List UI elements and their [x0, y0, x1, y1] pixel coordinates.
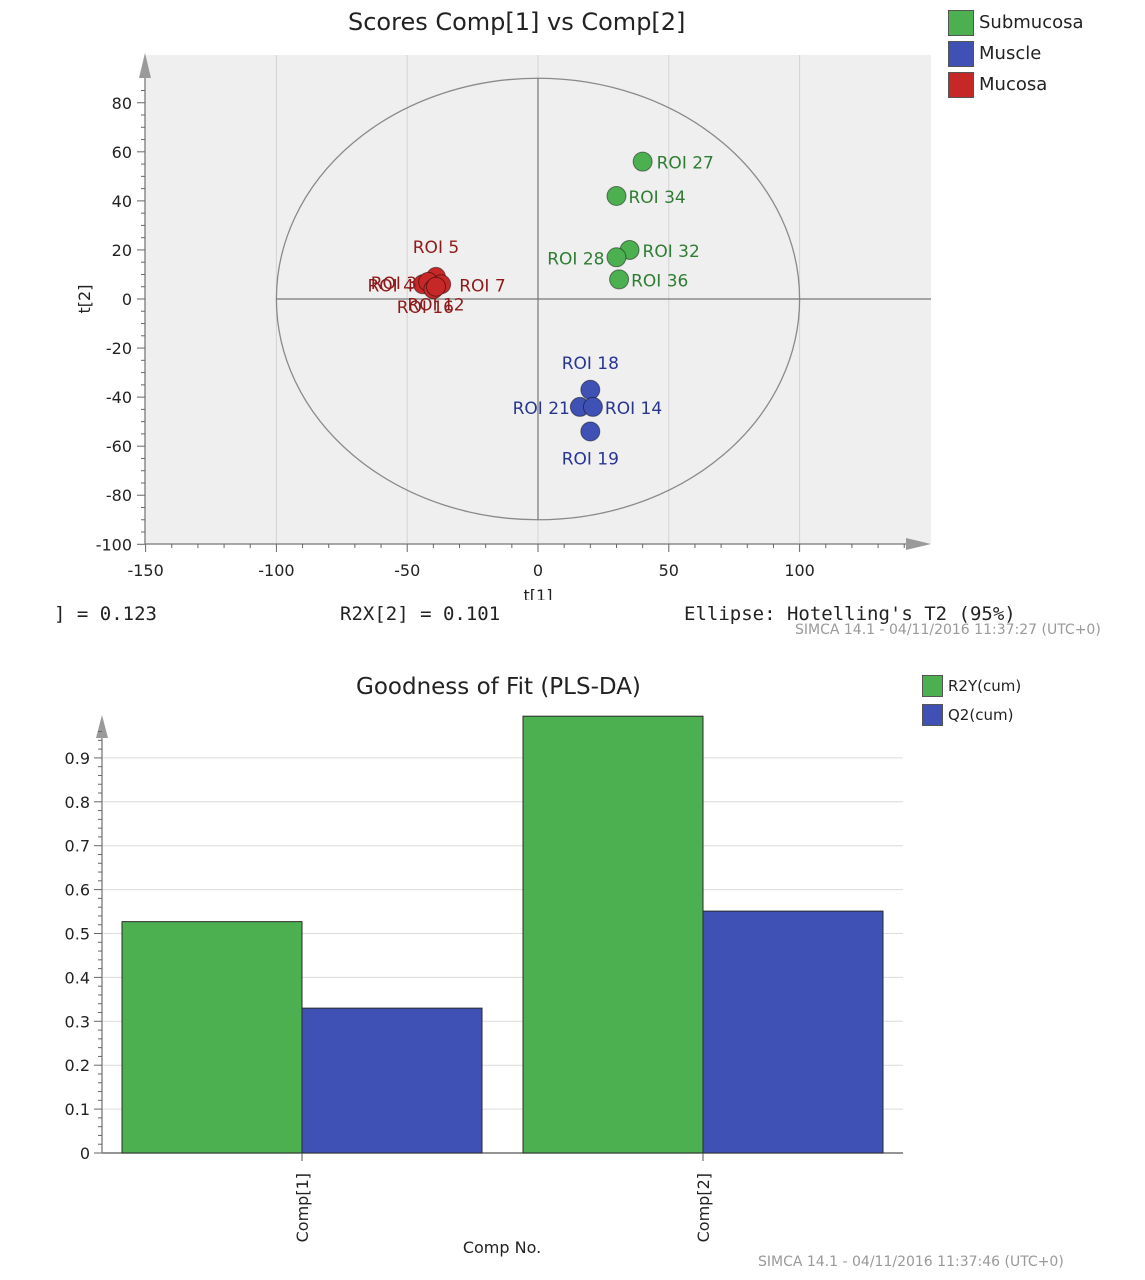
legend-label: R2Y(cum): [948, 676, 1022, 695]
legend-swatch-muscle: [948, 40, 974, 67]
legend-item-muscle[interactable]: Muscle: [948, 38, 1084, 69]
x-tick-label: -100: [258, 561, 294, 580]
y-tick-label: 0.2: [65, 1056, 90, 1075]
y-axis-arrow: [139, 53, 151, 78]
y-tick-label: 80: [112, 94, 132, 113]
x-axis-label: t[1]: [524, 586, 553, 600]
point-label: ROI 36: [631, 271, 688, 291]
legend-swatch-mucosa: [948, 71, 974, 98]
legend-label: Q2(cum): [948, 705, 1014, 724]
y-tick-label: 0.3: [65, 1012, 90, 1031]
stat-ellipse: Ellipse: Hotelling's T2 (95%): [684, 603, 1016, 625]
point-label: ROI 19: [562, 449, 619, 469]
y-tick-label: 0.6: [65, 881, 90, 900]
gof-chart-title: Goodness of Fit (PLS-DA): [356, 674, 641, 700]
y-tick-label: 60: [112, 143, 132, 162]
x-tick-label: Comp[2]: [694, 1173, 713, 1242]
data-point: [606, 185, 627, 206]
stat-r2x2: R2X[2] = 0.101: [340, 603, 501, 625]
gof-legend: R2Y(cum) Q2(cum): [922, 671, 1021, 729]
gof-plot: 0 0.1 0.2 0.3 0.4 0.5 0.6 0.7 0.8 0.9 Comp[1] Comp[…: [65, 715, 903, 1257]
y-tick-label: 0.1: [65, 1100, 90, 1119]
x-tick-label: -150: [127, 561, 163, 580]
y-tick-label: -40: [106, 388, 132, 407]
y-tick-label: 0.4: [65, 968, 90, 987]
point-label: ROI 28: [547, 249, 604, 269]
point-label: ROI 4: [367, 276, 413, 296]
y-tick-label: -100: [96, 535, 132, 554]
x-tick-label: 100: [784, 561, 815, 580]
point-label: ROI 14: [605, 399, 662, 419]
y-tick-label: 0.7: [65, 837, 90, 856]
data-point: [582, 396, 603, 417]
point-label: ROI 3: [371, 274, 417, 294]
gof-timestamp: SIMCA 14.1 - 04/11/2016 11:37:46 (UTC+0): [758, 1254, 1064, 1270]
data-point: [580, 379, 601, 400]
point-label: ROI 5: [413, 238, 459, 258]
y-tick-label: 0: [80, 1144, 90, 1163]
point-label: ROI 34: [628, 188, 685, 208]
data-point: [425, 276, 446, 297]
point-label: ROI 27: [657, 154, 714, 174]
data-point: [609, 269, 630, 290]
y-tick-label: 40: [112, 192, 132, 211]
bar: [522, 715, 704, 1154]
point-label: ROI 16: [397, 298, 454, 318]
bar: [702, 910, 884, 1154]
y-tick-label: 0: [122, 290, 132, 309]
x-axis-arrow: [906, 538, 931, 550]
data-point: [632, 151, 653, 172]
y-tick-label: 0.9: [65, 749, 90, 768]
y-tick-label: -80: [106, 486, 132, 505]
y-tick-label: -60: [106, 437, 132, 456]
x-tick-label: -50: [394, 561, 420, 580]
scores-plot: 80 60 40 20 0 -20 -40 -60 -80 -100 -150 -100 -50 0 50 1…: [75, 53, 931, 600]
x-tick-label: 50: [659, 561, 679, 580]
x-tick-label: 0: [533, 561, 543, 580]
point-label: ROI 32: [643, 242, 700, 262]
legend-item-r2y[interactable]: R2Y(cum): [922, 671, 1021, 700]
scores-chart-title: Scores Comp[1] vs Comp[2]: [348, 8, 686, 36]
legend-item-mucosa[interactable]: Mucosa: [948, 69, 1084, 100]
legend-swatch-submucosa: [948, 9, 974, 36]
scores-legend: Submucosa Muscle Mucosa: [948, 7, 1084, 100]
y-tick-label: 20: [112, 241, 132, 260]
stat-r2x1: ] = 0.123: [54, 603, 157, 625]
legend-swatch-q2: [922, 703, 943, 726]
data-point: [606, 247, 627, 268]
legend-item-q2[interactable]: Q2(cum): [922, 700, 1021, 729]
y-tick-label: 0.5: [65, 925, 90, 944]
data-point: [580, 421, 601, 442]
legend-swatch-r2y: [922, 674, 943, 697]
legend-label: Submucosa: [979, 12, 1084, 33]
bar: [301, 1007, 483, 1154]
point-label: ROI 7: [459, 276, 505, 296]
legend-label: Muscle: [979, 43, 1042, 64]
y-tick-label: 0.8: [65, 793, 90, 812]
legend-label: Mucosa: [979, 74, 1048, 95]
y-axis-label: t[2]: [75, 285, 94, 314]
scores-timestamp: SIMCA 14.1 - 04/11/2016 11:37:27 (UTC+0): [795, 622, 1101, 638]
point-label: ROI 18: [562, 354, 619, 374]
point-label: ROI 21: [513, 399, 570, 419]
y-axis-arrow: [96, 715, 108, 738]
legend-item-submucosa[interactable]: Submucosa: [948, 7, 1084, 38]
x-tick-label: Comp[1]: [293, 1173, 312, 1242]
point-label: ROI 12: [407, 296, 464, 316]
bar: [121, 921, 303, 1154]
x-axis-label: Comp No.: [463, 1238, 541, 1257]
y-tick-label: -20: [106, 339, 132, 358]
